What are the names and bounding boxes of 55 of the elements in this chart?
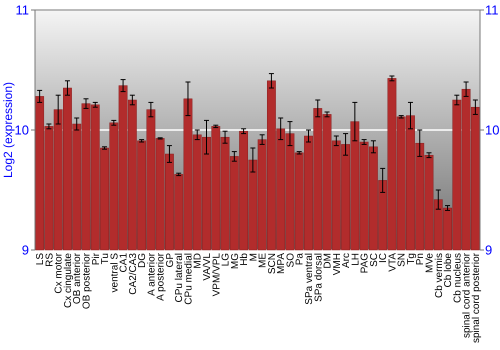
- x-tick-label: MD: [192, 253, 204, 269]
- y2-tick-label: 10: [485, 122, 500, 138]
- x-tick-label: PAG: [360, 252, 371, 274]
- x-tick-label: CPu medial: [183, 253, 194, 305]
- x-tick-label: CPu lateral: [174, 253, 186, 302]
- x-tick-label: SN: [396, 253, 408, 267]
- x-tick-label: VMH: [332, 253, 343, 276]
- x-tick-label: A posterior: [156, 252, 167, 301]
- y2-tick-label: 11: [485, 2, 498, 18]
- y-tick-label: 11: [16, 2, 29, 18]
- x-tick-label: VA/VL: [202, 252, 214, 281]
- x-tick-label: Cb vermis: [434, 253, 445, 298]
- x-tick-label: LS: [35, 252, 46, 266]
- x-tick-label: Cx cingulate: [62, 252, 74, 308]
- x-tick-label: CA1: [118, 252, 130, 272]
- x-tick-label: VTA: [387, 252, 398, 272]
- x-tick-label: MVe: [424, 252, 436, 274]
- x-tick-label: Pa: [294, 252, 306, 266]
- x-tick-label: OB anterior: [72, 252, 84, 304]
- x-tick-label: SO: [285, 252, 296, 268]
- x-tick-label: Pn: [415, 253, 426, 266]
- x-tick-label: DM: [322, 253, 334, 269]
- x-tick-label: OB posterior: [81, 252, 92, 310]
- x-tick-label: SCN: [266, 253, 278, 274]
- x-tick-label: Tu: [100, 253, 112, 264]
- x-tick-label: MG: [230, 252, 241, 270]
- x-tick-label: Cb lobe: [443, 252, 454, 288]
- x-tick-label: Pir: [90, 252, 102, 266]
- x-tick-label: RS: [44, 252, 56, 267]
- x-tick-label: ventral S: [109, 252, 120, 292]
- x-tick-label: Cb nucleus: [452, 253, 464, 304]
- x-tick-label: VPM/VPL: [211, 252, 222, 296]
- x-tick-label: Cx motor: [54, 252, 65, 294]
- x-tick-label: IC: [378, 253, 390, 263]
- y-axis-title: Log2 (expression): [1, 82, 15, 178]
- x-tick-label: ME: [258, 252, 269, 268]
- x-tick-label: LH: [350, 253, 362, 266]
- x-tick-label: M: [248, 253, 260, 262]
- x-tick-label: GP: [164, 252, 176, 268]
- x-tick-label: SPa dorsal: [313, 253, 324, 302]
- x-tick-label: Arc: [341, 253, 352, 268]
- x-tick-label: LG: [220, 252, 232, 266]
- x-tick-label: spinal cord anterior: [462, 252, 473, 338]
- x-tick-label: Hb: [239, 252, 250, 266]
- x-tick-label: MPA: [276, 252, 288, 274]
- x-tick-label: SPa ventral: [304, 253, 315, 305]
- x-tick-label: A anterior: [146, 252, 158, 296]
- x-tick-label: spinal cord posterior: [470, 252, 482, 344]
- x-tick-label: CA2/CA3: [128, 252, 139, 295]
- x-tick-label: DG: [137, 252, 148, 268]
- y-tick-label: 10: [14, 122, 29, 138]
- y2-tick-label: 9: [485, 242, 492, 258]
- x-tick-label: Tg: [406, 253, 417, 265]
- y-tick-label: 9: [22, 242, 29, 258]
- x-tick-label: SC: [368, 253, 380, 267]
